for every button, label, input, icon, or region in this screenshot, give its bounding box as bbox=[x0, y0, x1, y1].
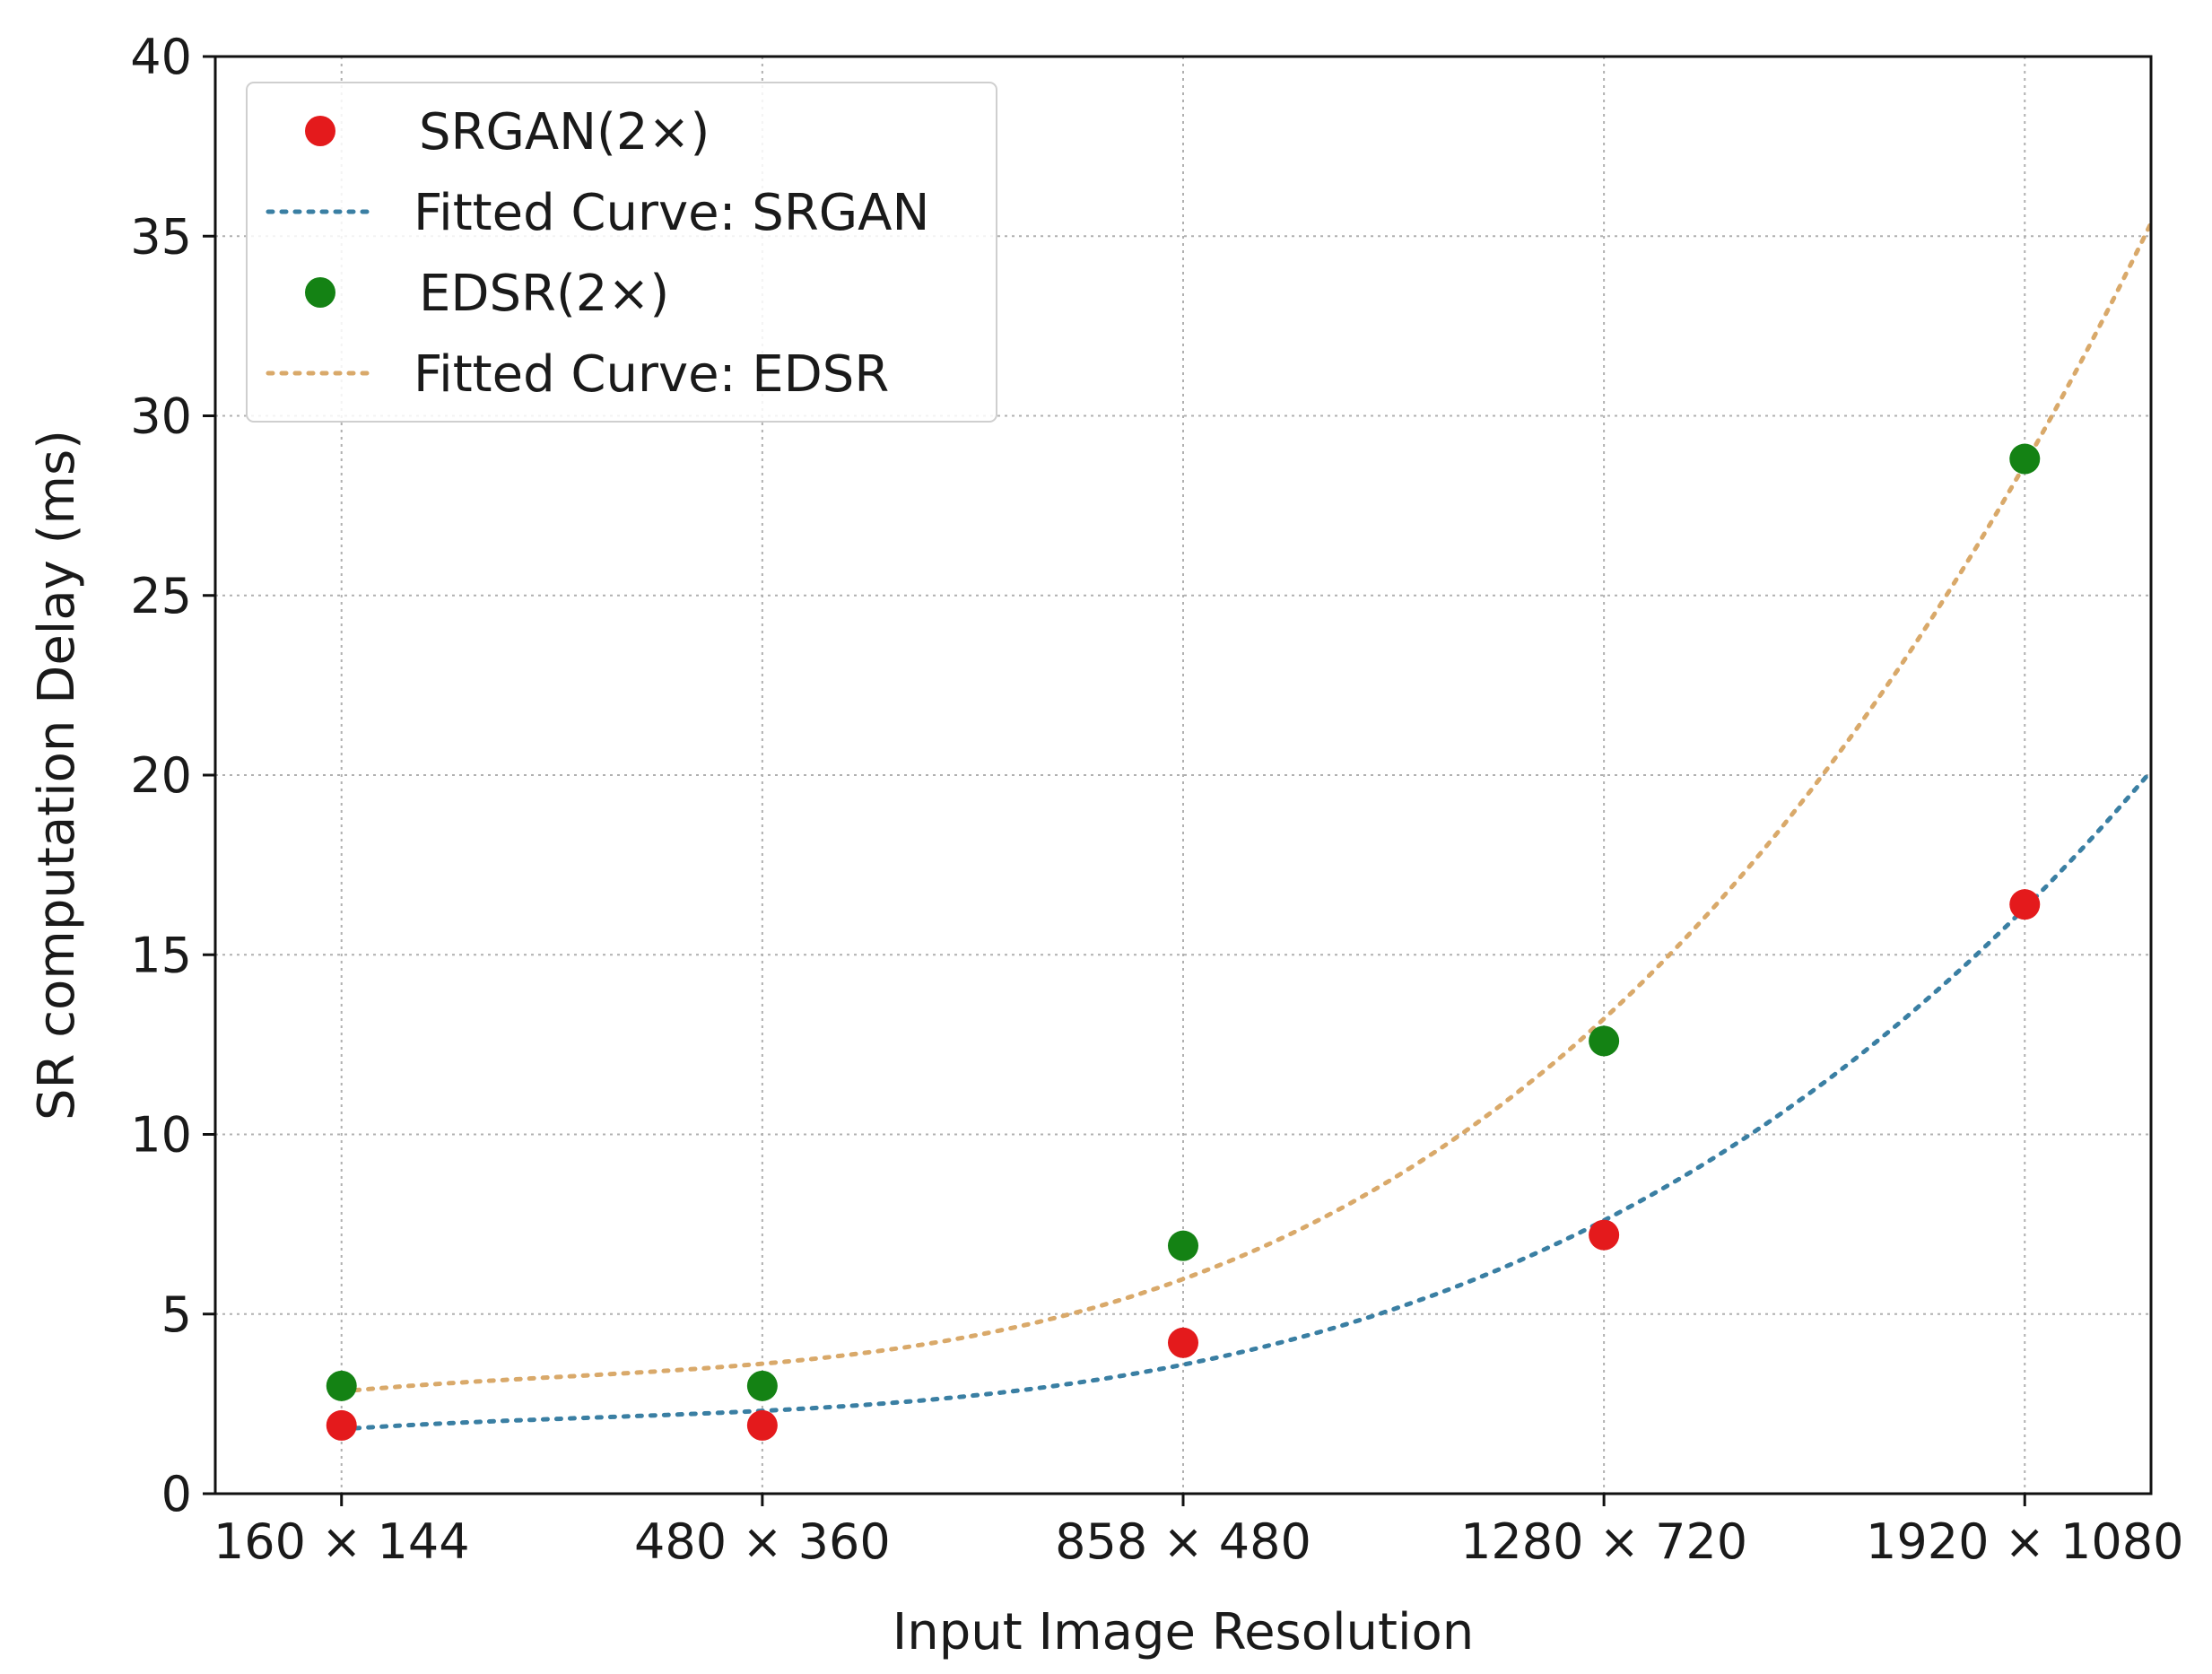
data-point bbox=[1168, 1327, 1198, 1358]
y-tick-label: 25 bbox=[130, 568, 192, 624]
data-point bbox=[1589, 1025, 1620, 1057]
data-point bbox=[2009, 443, 2041, 475]
x-axis-label: Input Image Resolution bbox=[893, 1603, 1475, 1661]
data-point bbox=[326, 1409, 357, 1441]
legend-label: Fitted Curve: EDSR bbox=[414, 345, 889, 404]
data-point bbox=[1589, 1219, 1620, 1251]
y-tick-label: 15 bbox=[130, 927, 192, 983]
x-tick-label: 160 × 144 bbox=[213, 1513, 470, 1570]
data-point bbox=[2009, 889, 2041, 920]
legend-marker bbox=[305, 116, 335, 146]
axis-ticks: 0 5 10 15 20 25 30 35 40 160 × 144 480 × 360 858 × … bbox=[130, 29, 2183, 1570]
y-tick-label: 10 bbox=[130, 1107, 192, 1164]
legend-marker bbox=[305, 277, 335, 308]
y-tick-label: 5 bbox=[161, 1286, 192, 1343]
data-point bbox=[746, 1409, 778, 1441]
y-axis-label: SR computation Delay (ms) bbox=[28, 430, 86, 1120]
legend-label: Fitted Curve: SRGAN bbox=[414, 184, 929, 242]
y-tick-label: 40 bbox=[130, 29, 192, 85]
legend-label: SRGAN(2×) bbox=[419, 103, 710, 161]
legend-label: EDSR(2×) bbox=[419, 265, 669, 323]
fitted-curves bbox=[339, 221, 2154, 1432]
fitted-curve-line bbox=[339, 769, 2154, 1432]
y-tick-label: 20 bbox=[130, 747, 192, 804]
y-tick-label: 0 bbox=[161, 1466, 192, 1522]
y-tick-label: 30 bbox=[130, 388, 192, 445]
x-tick-label: 858 × 480 bbox=[1055, 1513, 1311, 1570]
data-point bbox=[326, 1370, 357, 1401]
data-point bbox=[1168, 1230, 1198, 1261]
x-tick-label: 1280 × 720 bbox=[1460, 1513, 1747, 1570]
y-tick-label: 35 bbox=[130, 208, 192, 265]
x-tick-label: 1920 × 1080 bbox=[1866, 1513, 2183, 1570]
legend-box bbox=[246, 82, 997, 423]
legend: SRGAN(2×) Fitted Curve: SRGAN EDSR(2×) Fitt… bbox=[246, 82, 997, 423]
data-points bbox=[326, 443, 2041, 1441]
data-point bbox=[746, 1370, 778, 1401]
fitted-curve-line bbox=[339, 221, 2154, 1394]
x-tick-label: 480 × 360 bbox=[634, 1513, 891, 1570]
